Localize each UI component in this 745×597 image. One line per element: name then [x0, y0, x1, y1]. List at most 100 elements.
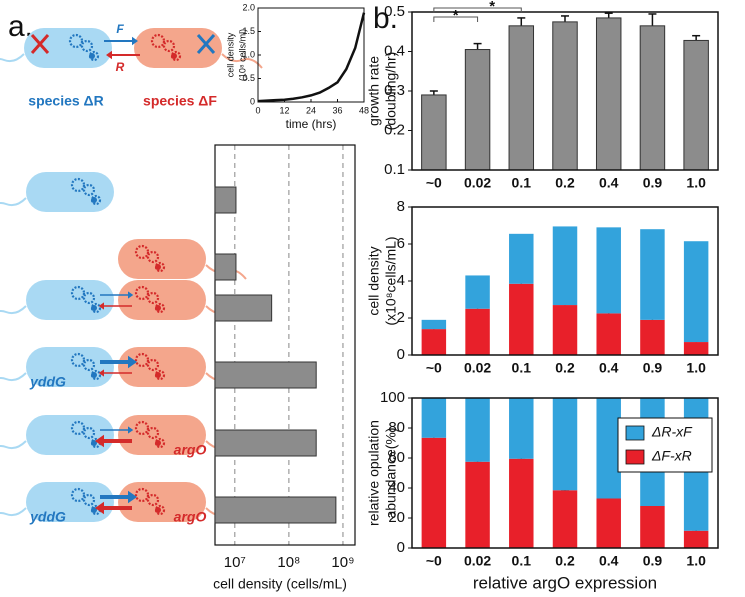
significance-bracket: [433, 7, 522, 13]
x-tick-label: 10⁹: [331, 554, 354, 571]
cell-body: [118, 482, 206, 522]
bar-segment: [552, 226, 578, 306]
x-tick-label: 0.1: [512, 553, 532, 569]
gear-star: [91, 440, 97, 446]
gene-label: argO: [174, 442, 207, 458]
bar-segment: [421, 329, 447, 355]
knockout-x: [196, 34, 216, 54]
gear-star: [91, 197, 97, 203]
x-tick-label: 0.4: [599, 553, 619, 569]
gear: [70, 420, 86, 436]
gene-label: argO: [174, 509, 207, 525]
legend-swatch: [625, 449, 645, 465]
x-axis-label: relative argO expression: [473, 573, 657, 592]
gear: [70, 352, 86, 368]
x-tick-label: 1.0: [686, 175, 706, 191]
panel-label: b.: [373, 2, 398, 35]
y-axis-label: abundance(%): [383, 427, 399, 518]
legend-swatch: [625, 425, 645, 441]
bar-segment: [596, 227, 621, 314]
flagellum: [221, 53, 263, 69]
bar-segment: [596, 398, 621, 499]
y-axis-label: (x10⁸cells/mL): [383, 236, 399, 325]
bar: [214, 253, 237, 281]
bar-segment: [683, 342, 709, 355]
x-tick-label: 0.2: [555, 360, 575, 376]
gear: [146, 426, 160, 440]
flux-label: F: [116, 22, 124, 36]
x-tick-label: 12: [279, 105, 289, 115]
y-tick-label: 0.2: [384, 121, 405, 138]
y-tick-label: 60: [388, 449, 405, 466]
x-tick-label: 1.0: [686, 553, 706, 569]
x-tick-label: 1.0: [686, 360, 706, 376]
bar-segment: [421, 398, 447, 438]
y-tick-label: 8: [397, 198, 405, 215]
x-tick-label: 36: [332, 105, 342, 115]
bar-segment: [465, 275, 490, 309]
bar-segment: [640, 319, 665, 355]
gear: [162, 39, 176, 53]
x-tick-label: 0.9: [643, 360, 663, 376]
gene-label: yddG: [29, 374, 66, 390]
gear: [70, 285, 86, 301]
bar-segment: [683, 530, 709, 548]
bar-segment: [640, 229, 665, 320]
y-axis-label: relative opulation: [366, 420, 382, 526]
arrow-head: [95, 501, 104, 515]
x-tick-label: 10⁸: [277, 554, 300, 571]
gear-star: [91, 372, 97, 378]
x-tick-label: 0.9: [643, 175, 663, 191]
flagellum: [0, 305, 27, 315]
cell-body: [118, 415, 206, 455]
flagellum: [0, 53, 25, 63]
gear: [80, 39, 94, 53]
y-axis-label: (doubling/hr): [383, 52, 399, 131]
bar-segment: [640, 506, 665, 548]
plot-frame: [214, 144, 356, 546]
legend-label: ΔF-xR: [651, 448, 692, 464]
gear: [150, 33, 166, 49]
x-tick-label: ~0: [426, 360, 442, 376]
y-tick-label: 6: [397, 235, 405, 252]
bar: [421, 94, 447, 171]
plot-frame: [411, 206, 719, 356]
gear-star: [155, 305, 161, 311]
arrow-head: [128, 355, 137, 369]
y-tick-label: 0.1: [384, 161, 405, 178]
gear: [146, 250, 160, 264]
x-tick-label: ~0: [426, 175, 442, 191]
bar-segment: [683, 241, 709, 343]
flux-label: R: [116, 60, 125, 74]
x-tick-label: 0.02: [464, 360, 491, 376]
gear: [134, 244, 150, 260]
arrow-head: [128, 490, 137, 504]
x-tick-label: 10⁷: [224, 554, 246, 571]
y-tick-label: 1.5: [242, 26, 255, 36]
arrow-head: [106, 50, 112, 60]
y-tick-label: 1.0: [242, 49, 255, 59]
gear: [134, 352, 150, 368]
plot-frame: [257, 7, 365, 103]
gear: [82, 291, 96, 305]
gear-star: [89, 53, 95, 59]
significance-star: *: [489, 0, 495, 15]
arrow-head: [128, 426, 134, 434]
cell-body: [118, 347, 206, 387]
x-tick-label: 0.02: [464, 553, 491, 569]
bar-segment: [509, 458, 534, 548]
gear: [134, 285, 150, 301]
significance-bracket: [433, 16, 479, 22]
x-tick-label: 0.4: [599, 175, 619, 191]
bar-segment: [596, 313, 621, 355]
x-axis-label: cell density (cells/mL): [213, 576, 347, 592]
x-tick-label: 0: [255, 105, 260, 115]
legend-label: ΔR-xF: [651, 424, 693, 440]
y-tick-label: 0: [397, 539, 405, 556]
arrow-head: [128, 291, 134, 299]
bar-segment: [421, 319, 447, 330]
y-tick-label: 0.5: [242, 73, 255, 83]
x-tick-label: 0.2: [555, 175, 575, 191]
arrow-head: [95, 434, 104, 448]
y-tick-label: 0: [397, 346, 405, 363]
